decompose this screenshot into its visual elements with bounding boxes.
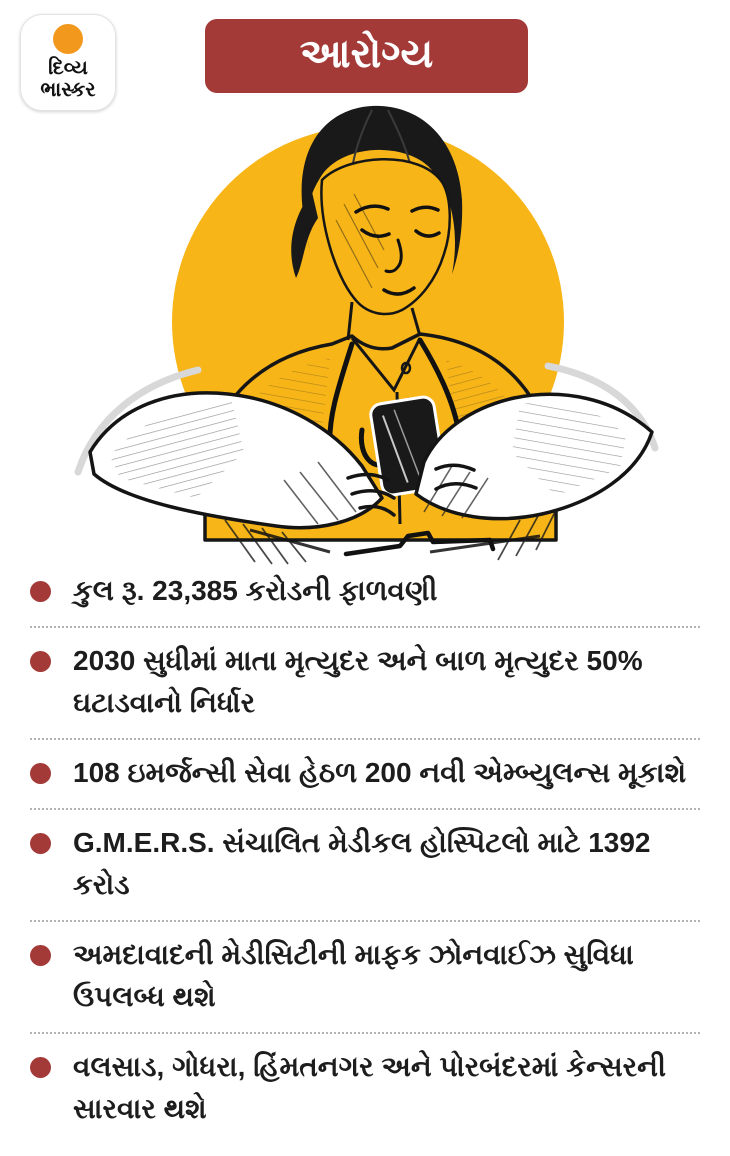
list-item-text: કુલ રૂ. 23,385 કરોડની ફાળવણી [73, 575, 438, 606]
brand-logo: દિવ્ય ભાસ્કર [20, 14, 116, 111]
hair [301, 105, 463, 274]
list-item-text: વલસાડ, ગોધરા, હિંમતનગર અને પોરબંદરમાં કે… [73, 1051, 667, 1124]
list-item-text: 108 ઇમર્જન્સી સેવા હેઠળ 200 નવી એમ્બ્યુલ… [73, 757, 687, 788]
ponytail [291, 192, 318, 278]
list-item-text: 2030 સુધીમાં માતા મૃત્યુદર અને બાળ મૃત્ય… [73, 645, 643, 718]
brand-name-line2: ભાસ્કર [40, 79, 96, 101]
sun-icon [53, 24, 83, 54]
category-badge: આરોગ્ય [205, 19, 528, 93]
clipboard-edge [343, 530, 496, 557]
list-item: 108 ઇમર્જન્સી સેવા હેઠળ 200 નવી એમ્બ્યુલ… [30, 740, 700, 810]
list-item-text: G.M.E.R.S. સંચાલિત મેડીકલ હોસ્પિટલો માટે… [73, 827, 651, 900]
bullet-icon [30, 1057, 51, 1078]
list-item-text: અમદાવાદની મેડીસિટીની માફક ઝોનવાઈઝ સુવિધા… [73, 939, 634, 1012]
list-item: કુલ રૂ. 23,385 કરોડની ફાળવણી [30, 558, 700, 628]
key-points-list: કુલ રૂ. 23,385 કરોડની ફાળવણી 2030 સુધીમા… [0, 558, 730, 1144]
list-item: વલસાડ, ગોધરા, હિંમતનગર અને પોરબંદરમાં કે… [30, 1034, 700, 1144]
bullet-icon [30, 763, 51, 784]
bullet-icon [30, 581, 51, 602]
list-item: અમદાવાદની મેડીસિટીની માફક ઝોનવાઈઝ સુવિધા… [30, 922, 700, 1034]
list-item: 2030 સુધીમાં માતા મૃત્યુદર અને બાળ મૃત્ય… [30, 628, 700, 740]
nurse-illustration [74, 105, 659, 565]
category-title: આરોગ્ય [299, 32, 434, 76]
list-item: G.M.E.R.S. સંચાલિત મેડીકલ હોસ્પિટલો માટે… [30, 810, 700, 922]
bullet-icon [30, 651, 51, 672]
bullet-icon [30, 945, 51, 966]
brand-name-line1: દિવ્ય [48, 57, 88, 79]
bullet-icon [30, 833, 51, 854]
